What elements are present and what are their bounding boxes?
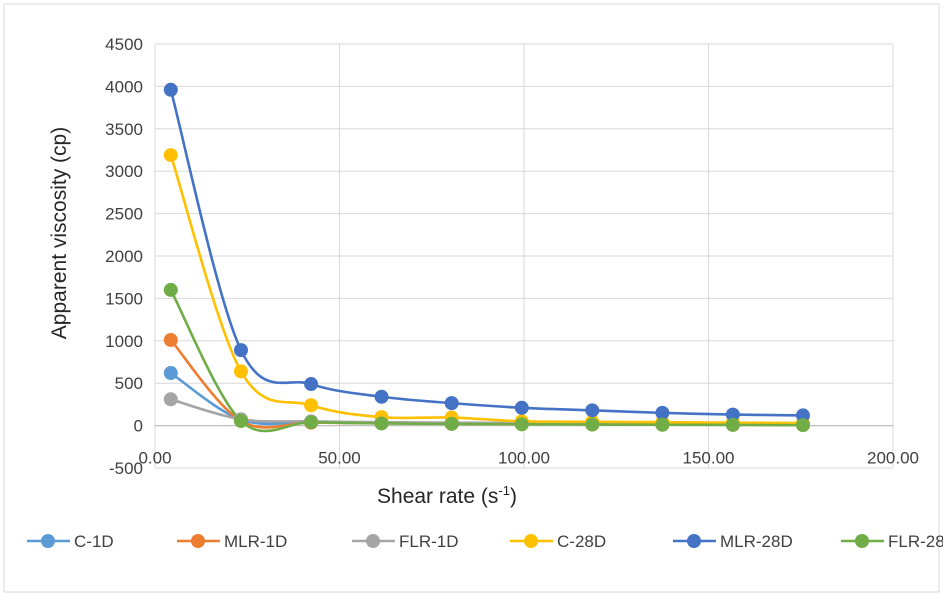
x-axis-title-suffix: ) bbox=[510, 485, 517, 508]
legend-marker bbox=[191, 534, 205, 548]
data-point-mlr-28d bbox=[655, 405, 670, 420]
x-tick-labels: 0.00 50.00 100.00 150.00 200.00 bbox=[138, 449, 919, 468]
data-point-mlr-28d bbox=[514, 400, 529, 415]
data-point-mlr-1d bbox=[163, 332, 178, 347]
data-point-mlr-28d bbox=[304, 377, 319, 392]
x-tick-label: 50.00 bbox=[318, 449, 361, 468]
y-tick-label: 2000 bbox=[105, 247, 143, 266]
x-axis-title-prefix: Shear rate (s bbox=[377, 485, 498, 508]
legend-item-flr-28d: FLR-28D bbox=[841, 532, 943, 551]
data-point-c-1d bbox=[163, 366, 178, 381]
y-tick-label: 3500 bbox=[105, 120, 143, 139]
y-tick-label: 1500 bbox=[105, 289, 143, 308]
data-point-flr-28d bbox=[304, 415, 319, 430]
x-tick-label: 200.00 bbox=[867, 449, 919, 468]
legend-marker bbox=[855, 534, 869, 548]
x-tick-label: 100.00 bbox=[498, 449, 550, 468]
data-point-flr-28d bbox=[585, 417, 600, 432]
data-point-flr-28d bbox=[233, 413, 248, 428]
data-point-mlr-28d bbox=[444, 396, 459, 411]
legend-label: C-1D bbox=[74, 532, 114, 551]
data-point-c-28d bbox=[233, 364, 248, 379]
legend-label: MLR-1D bbox=[224, 532, 287, 551]
data-point-mlr-28d bbox=[163, 82, 178, 97]
series-line-flr-28d bbox=[169, 289, 803, 433]
legend-label: MLR-28D bbox=[720, 532, 793, 551]
data-point-flr-28d bbox=[444, 416, 459, 431]
data-point-flr-28d bbox=[655, 417, 670, 432]
y-tick-label: 1000 bbox=[105, 332, 143, 351]
y-tick-label: 3000 bbox=[105, 162, 143, 181]
data-point-mlr-28d bbox=[374, 389, 389, 404]
data-point-flr-1d bbox=[163, 392, 178, 407]
legend-marker bbox=[687, 534, 701, 548]
legend-label: FLR-28D bbox=[888, 532, 943, 551]
legend-item-c-1d: C-1D bbox=[27, 532, 114, 551]
y-tick-labels: -500 0 500 1000 1500 2000 2500 3000 3500 4000 4500 bbox=[105, 35, 143, 478]
data-point-flr-28d bbox=[374, 416, 389, 431]
data-point-mlr-28d bbox=[795, 408, 810, 423]
data-point-flr-28d bbox=[725, 417, 740, 432]
x-axis-title-superscript: -1 bbox=[498, 483, 510, 498]
legend-item-c-28d: C-28D bbox=[510, 532, 606, 551]
series-markers bbox=[163, 82, 810, 433]
legend-marker bbox=[524, 534, 538, 548]
legend-item-mlr-28d: MLR-28D bbox=[673, 532, 793, 551]
data-point-flr-28d bbox=[163, 282, 178, 297]
legend-label: C-28D bbox=[557, 532, 606, 551]
legend: C-1D MLR-1D FLR-1D C-28D MLR-28D FLR-28D bbox=[27, 532, 943, 551]
y-tick-label: 0 bbox=[134, 417, 143, 436]
y-axis-title: Apparent viscosity (cp) bbox=[48, 127, 71, 339]
legend-marker bbox=[366, 534, 380, 548]
data-point-c-28d bbox=[304, 398, 319, 413]
legend-item-flr-1d: FLR-1D bbox=[352, 532, 459, 551]
y-tick-label: 4000 bbox=[105, 77, 143, 96]
legend-marker bbox=[41, 534, 55, 548]
data-point-flr-28d bbox=[795, 418, 810, 433]
x-tick-label: 150.00 bbox=[683, 449, 735, 468]
data-point-flr-28d bbox=[514, 417, 529, 432]
x-axis-title: Shear rate (s-1) bbox=[377, 483, 517, 508]
legend-label: FLR-1D bbox=[399, 532, 459, 551]
data-point-mlr-28d bbox=[725, 407, 740, 422]
y-tick-label: 4500 bbox=[105, 35, 143, 54]
data-point-c-28d bbox=[163, 148, 178, 163]
y-tick-label: 500 bbox=[115, 374, 143, 393]
data-point-mlr-28d bbox=[233, 343, 248, 358]
legend-item-mlr-1d: MLR-1D bbox=[177, 532, 287, 551]
y-tick-label: -500 bbox=[109, 459, 143, 478]
y-tick-label: 2500 bbox=[105, 205, 143, 224]
data-point-mlr-28d bbox=[585, 403, 600, 418]
x-tick-label: 0.00 bbox=[138, 449, 171, 468]
